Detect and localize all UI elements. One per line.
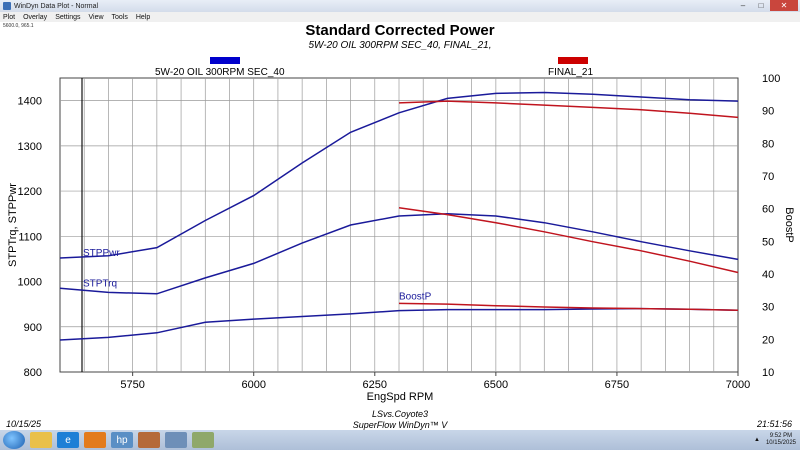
footer-line-2: SuperFlow WinDyn™ V	[352, 420, 448, 430]
y-right-tick-label: 90	[762, 106, 774, 118]
chart-title: Standard Corrected Power	[305, 22, 494, 39]
taskbar: e hp ▲ 9:52 PM 10/15/2025	[0, 430, 800, 450]
series-line	[59, 91, 739, 259]
close-icon[interactable]: ✕	[770, 0, 798, 11]
series-line	[59, 212, 739, 295]
internet-explorer-icon[interactable]: e	[57, 432, 79, 448]
y-axis-label: STPTrq, STPPwr	[7, 183, 19, 267]
y-tick-label: 1000	[18, 277, 42, 289]
flag-icon[interactable]: ▲	[754, 437, 760, 443]
windyn-icon[interactable]	[165, 432, 187, 448]
chart-subtitle: 5W-20 OIL 300RPM SEC_40, FINAL_21,	[308, 40, 491, 51]
y-tick-label: 800	[24, 367, 42, 379]
coordinate-readout: 5600.0, 965.1	[3, 23, 34, 29]
y-tick-label: 900	[24, 322, 42, 334]
window-title: WinDyn Data Plot - Normal	[14, 2, 99, 10]
x-tick-label: 6500	[484, 379, 508, 391]
curve-label-power: STPPwr	[83, 248, 120, 259]
y-right-tick-label: 60	[762, 204, 774, 216]
minimize-icon[interactable]: –	[740, 1, 746, 10]
y-tick-label: 1200	[18, 186, 42, 198]
y-right-tick-label: 30	[762, 302, 774, 314]
window-controls: – □ ✕	[734, 0, 798, 11]
menu-bar: Plot Overlay Settings View Tools Help	[0, 12, 800, 22]
app-icon	[3, 2, 11, 10]
clock-date: 10/15/2025	[765, 440, 796, 446]
settings-icon[interactable]	[192, 432, 214, 448]
x-tick-label: 6250	[363, 379, 387, 391]
clock-time: 9:52 PM	[769, 433, 793, 439]
app-tool-icon[interactable]	[138, 432, 160, 448]
menu-settings[interactable]: Settings	[55, 13, 81, 21]
y-right-tick-label: 40	[762, 269, 774, 281]
legend-label: 5W-20 OIL 300RPM SEC_40	[155, 67, 285, 78]
y-right-tick-label: 10	[762, 367, 774, 379]
menu-view[interactable]: View	[88, 13, 104, 21]
series-line	[398, 207, 739, 274]
x-tick-label: 6750	[605, 379, 629, 391]
y-right-tick-label: 70	[762, 171, 774, 183]
tray-clock[interactable]: 9:52 PM 10/15/2025	[766, 433, 796, 447]
dyno-chart[interactable]: 5750 6000 6250 6500 6750 7000 800 900 1000 1100 12…	[0, 0, 800, 430]
start-button[interactable]	[3, 431, 25, 449]
series-line	[398, 302, 739, 312]
legend-label: FINAL_21	[548, 67, 593, 78]
footer-line-1: LSvs.Coyote3	[371, 409, 429, 419]
x-axis-label: EngSpd RPM	[367, 391, 434, 403]
y-right-tick-label: 80	[762, 138, 774, 150]
title-bar[interactable]: WinDyn Data Plot - Normal – □ ✕	[0, 0, 800, 12]
x-tick-label: 7000	[726, 379, 750, 391]
y-right-tick-label: 20	[762, 334, 774, 346]
y-axis-right-label: BoostP	[783, 207, 795, 242]
y-tick-label: 1100	[18, 231, 42, 243]
firefox-icon[interactable]	[84, 432, 106, 448]
folder-icon[interactable]	[30, 432, 52, 448]
curve-label-boost: BoostP	[399, 291, 432, 302]
hp-icon[interactable]: hp	[111, 432, 133, 448]
y-right-tick-label: 100	[762, 73, 780, 85]
footer-date: 10/15/25	[6, 419, 42, 429]
y-right-tick-label: 50	[762, 236, 774, 248]
y-tick-label: 1400	[18, 96, 42, 108]
legend-swatch	[210, 57, 240, 64]
menu-overlay[interactable]: Overlay	[23, 13, 48, 21]
menu-tools[interactable]: Tools	[111, 13, 128, 21]
x-tick-label: 6000	[241, 379, 265, 391]
x-tick-label: 5750	[120, 379, 144, 391]
maximize-icon[interactable]: □	[758, 1, 764, 10]
curve-label-torque: STPTrq	[83, 278, 117, 289]
footer-time: 21:51:56	[756, 419, 792, 429]
menu-plot[interactable]: Plot	[3, 13, 16, 21]
series-line	[398, 100, 739, 119]
y-tick-label: 1300	[18, 141, 42, 153]
legend-swatch	[558, 57, 588, 64]
system-tray: ▲ 9:52 PM 10/15/2025	[754, 430, 796, 450]
menu-help[interactable]: Help	[135, 13, 151, 21]
